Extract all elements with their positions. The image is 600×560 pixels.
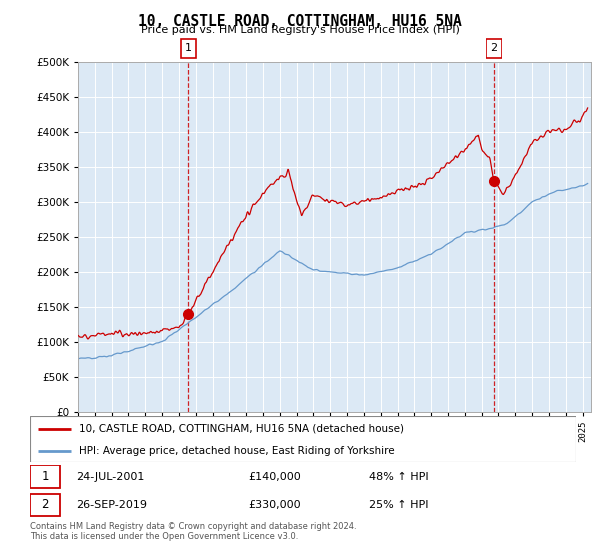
FancyBboxPatch shape <box>30 416 576 462</box>
Text: 1: 1 <box>185 43 192 53</box>
Text: Price paid vs. HM Land Registry's House Price Index (HPI): Price paid vs. HM Land Registry's House … <box>140 25 460 35</box>
Text: 48% ↑ HPI: 48% ↑ HPI <box>368 472 428 482</box>
FancyBboxPatch shape <box>487 39 502 58</box>
Text: 2: 2 <box>490 43 497 53</box>
Text: 1: 1 <box>41 470 49 483</box>
FancyBboxPatch shape <box>181 39 196 58</box>
Text: Contains HM Land Registry data © Crown copyright and database right 2024.
This d: Contains HM Land Registry data © Crown c… <box>30 522 356 542</box>
Text: £140,000: £140,000 <box>248 472 301 482</box>
FancyBboxPatch shape <box>30 465 60 488</box>
Text: £330,000: £330,000 <box>248 500 301 510</box>
Text: 26-SEP-2019: 26-SEP-2019 <box>76 500 148 510</box>
Text: 25% ↑ HPI: 25% ↑ HPI <box>368 500 428 510</box>
FancyBboxPatch shape <box>30 493 60 516</box>
Text: HPI: Average price, detached house, East Riding of Yorkshire: HPI: Average price, detached house, East… <box>79 446 395 455</box>
Text: 2: 2 <box>41 498 49 511</box>
Text: 10, CASTLE ROAD, COTTINGHAM, HU16 5NA (detached house): 10, CASTLE ROAD, COTTINGHAM, HU16 5NA (d… <box>79 424 404 434</box>
Text: 10, CASTLE ROAD, COTTINGHAM, HU16 5NA: 10, CASTLE ROAD, COTTINGHAM, HU16 5NA <box>138 14 462 29</box>
Text: 24-JUL-2001: 24-JUL-2001 <box>76 472 145 482</box>
